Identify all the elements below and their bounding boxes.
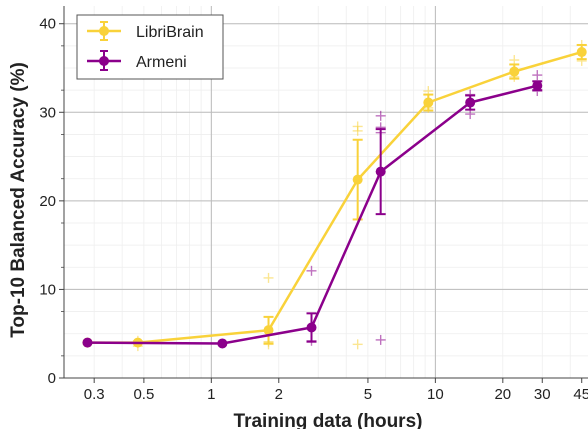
series-lines (82, 43, 587, 349)
run-marker-armeni (465, 109, 476, 120)
tick-labels: 0 10 20 30 40 0.3 0.5 1 2 5 10 20 30 45 (39, 16, 588, 403)
y-tick-label: 40 (39, 16, 56, 33)
data-point-libribrain (423, 97, 434, 108)
run-marker-armeni (306, 265, 317, 276)
data-point-libribrain (509, 66, 520, 77)
run-marker-libribrain (352, 125, 363, 136)
y-tick-label: 30 (39, 104, 56, 121)
x-tick-label: 45 (573, 386, 588, 403)
x-tick-label: 2 (275, 386, 283, 403)
legend-entry-libribrain: LibriBrain (87, 21, 204, 41)
y-tick-label: 10 (39, 281, 56, 298)
x-axis-label: Training data (hours) (234, 411, 423, 429)
run-marker-armeni (532, 70, 543, 81)
x-tick-label: 10 (427, 386, 444, 403)
run-marker-libribrain (263, 272, 274, 283)
legend-label-armeni: Armeni (136, 54, 187, 71)
legend-marker-libribrain (99, 26, 109, 36)
axes (59, 6, 588, 383)
legend-label-libribrain: LibriBrain (136, 24, 204, 41)
y-axis-label: Top-10 Balanced Accuracy (%) (8, 62, 29, 338)
run-marker-libribrain (509, 55, 520, 66)
data-point-libribrain (263, 325, 274, 336)
legend-entry-armeni: Armeni (87, 50, 187, 71)
legend: LibriBrain Armeni (76, 14, 224, 80)
legend-marker-armeni (99, 56, 109, 66)
data-point-armeni (532, 80, 543, 91)
x-tick-label: 5 (364, 386, 372, 403)
series-line-armeni (87, 84, 538, 345)
run-marker-armeni (375, 334, 386, 345)
data-point-armeni (375, 166, 386, 177)
x-tick-label: 0.3 (84, 386, 105, 403)
x-tick-label: 1 (207, 386, 215, 403)
data-point-armeni (465, 97, 476, 108)
x-tick-label: 0.5 (133, 386, 154, 403)
data-point-libribrain (352, 174, 363, 185)
x-tick-label: 30 (534, 386, 551, 403)
y-tick-label: 20 (39, 193, 56, 210)
data-point-libribrain (576, 47, 587, 58)
data-point-armeni (306, 322, 317, 333)
run-marker-libribrain (352, 339, 363, 350)
legend-box (76, 14, 224, 80)
data-point-armeni (217, 338, 228, 349)
x-tick-label: 20 (494, 386, 511, 403)
data-point-armeni (82, 337, 93, 348)
y-tick-label: 0 (48, 370, 56, 387)
run-marker-armeni (375, 110, 386, 121)
